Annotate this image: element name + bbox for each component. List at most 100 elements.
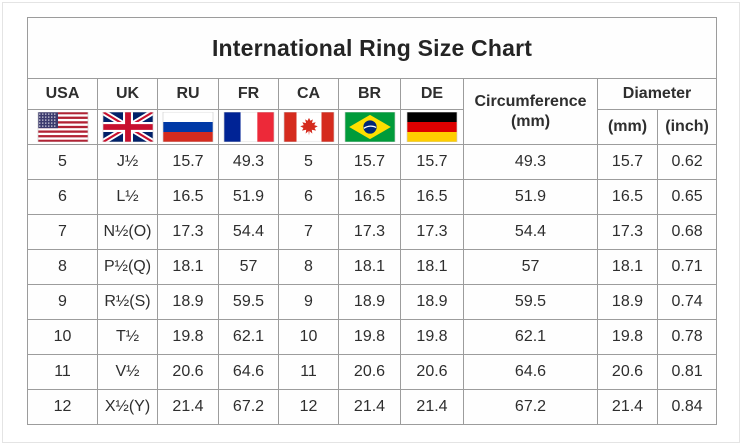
cell-diameter-inch: 0.65 xyxy=(656,179,718,215)
cell-circumference: 67.2 xyxy=(463,389,598,425)
cell-diameter-mm: 17.3 xyxy=(597,214,658,250)
cell-de: 17.3 xyxy=(400,214,464,250)
cell-br: 15.7 xyxy=(338,144,401,180)
cell-ru: 20.6 xyxy=(157,354,219,390)
cell-fr: 59.5 xyxy=(218,284,279,320)
ca-flag-icon xyxy=(283,112,334,142)
cell-br: 18.1 xyxy=(338,249,401,285)
cell-uk: X½(Y) xyxy=(97,389,158,425)
cell-br: 19.8 xyxy=(338,319,401,355)
cell-de: 20.6 xyxy=(400,354,464,390)
header-row: USA UK RU FR CA BR DE Circumference (mm)… xyxy=(27,78,718,145)
cell-fr: 62.1 xyxy=(218,319,279,355)
cell-ru: 21.4 xyxy=(157,389,219,425)
cell-ca: 5 xyxy=(278,144,339,180)
cell-ru: 17.3 xyxy=(157,214,219,250)
cell-uk: V½ xyxy=(97,354,158,390)
cell-diameter-mm: 18.9 xyxy=(597,284,658,320)
cell-br: 16.5 xyxy=(338,179,401,215)
uk-flag-icon xyxy=(100,112,155,142)
col-header-ru: RU xyxy=(157,78,219,110)
cell-diameter-inch: 0.68 xyxy=(656,214,718,250)
cell-ru: 16.5 xyxy=(157,179,219,215)
cell-diameter-inch: 0.84 xyxy=(656,389,718,425)
col-header-uk: UK xyxy=(97,78,158,110)
cell-uk: R½(S) xyxy=(97,284,158,320)
cell-diameter-inch: 0.78 xyxy=(656,319,718,355)
table-row: 9 R½(S) 18.9 59.5 9 18.9 18.9 59.5 18.9 0.74 xyxy=(27,284,718,320)
col-header-diameter-mm: (mm) xyxy=(597,109,658,145)
flag-row: (mm) (inch) xyxy=(27,109,718,145)
cell-ca: 10 xyxy=(278,319,339,355)
cell-fr: 64.6 xyxy=(218,354,279,390)
cell-circumference: 64.6 xyxy=(463,354,598,390)
cell-diameter-inch: 0.71 xyxy=(656,249,718,285)
ring-size-chart-table: International Ring Size Chart USA UK RU … xyxy=(26,17,718,425)
col-header-circumference: Circumference (mm) xyxy=(463,78,598,145)
flag-cell-fr xyxy=(218,109,279,145)
circumference-unit: (mm) xyxy=(510,112,551,130)
cell-usa: 7 xyxy=(27,214,98,250)
br-flag-icon xyxy=(344,112,395,142)
cell-diameter-mm: 20.6 xyxy=(597,354,658,390)
table-row: 6 L½ 16.5 51.9 6 16.5 16.5 51.9 16.5 0.65 xyxy=(27,179,718,215)
cell-diameter-mm: 16.5 xyxy=(597,179,658,215)
col-header-usa: USA xyxy=(27,78,98,110)
cell-usa: 6 xyxy=(27,179,98,215)
flag-cell-uk xyxy=(97,109,158,145)
cell-ca: 6 xyxy=(278,179,339,215)
table-row: 12 X½(Y) 21.4 67.2 12 21.4 21.4 67.2 21.4 0.84 xyxy=(27,389,718,425)
cell-usa: 12 xyxy=(27,389,98,425)
cell-diameter-inch: 0.81 xyxy=(656,354,718,390)
cell-ru: 19.8 xyxy=(157,319,219,355)
cell-de: 18.1 xyxy=(400,249,464,285)
page-title: International Ring Size Chart xyxy=(26,17,718,79)
title-row: International Ring Size Chart xyxy=(26,17,718,79)
cell-diameter-inch: 0.62 xyxy=(656,144,718,180)
table-row: 5 J½ 15.7 49.3 5 15.7 15.7 49.3 15.7 0.62 xyxy=(27,144,718,180)
cell-ca: 12 xyxy=(278,389,339,425)
cell-br: 20.6 xyxy=(338,354,401,390)
cell-circumference: 62.1 xyxy=(463,319,598,355)
cell-de: 21.4 xyxy=(400,389,464,425)
cell-fr: 49.3 xyxy=(218,144,279,180)
cell-usa: 10 xyxy=(27,319,98,355)
cell-diameter-inch: 0.74 xyxy=(656,284,718,320)
cell-ru: 15.7 xyxy=(157,144,219,180)
table-row: 8 P½(Q) 18.1 57 8 18.1 18.1 57 18.1 0.71 xyxy=(27,249,718,285)
cell-fr: 67.2 xyxy=(218,389,279,425)
cell-uk: T½ xyxy=(97,319,158,355)
cell-usa: 9 xyxy=(27,284,98,320)
table-row: 10 T½ 19.8 62.1 10 19.8 19.8 62.1 19.8 0.78 xyxy=(27,319,718,355)
cell-usa: 8 xyxy=(27,249,98,285)
cell-diameter-mm: 18.1 xyxy=(597,249,658,285)
cell-circumference: 57 xyxy=(463,249,598,285)
cell-de: 16.5 xyxy=(400,179,464,215)
cell-fr: 54.4 xyxy=(218,214,279,250)
cell-br: 18.9 xyxy=(338,284,401,320)
flag-cell-ca xyxy=(278,109,339,145)
table-row: 11 V½ 20.6 64.6 11 20.6 20.6 64.6 20.6 0.81 xyxy=(27,354,718,390)
cell-circumference: 59.5 xyxy=(463,284,598,320)
cell-uk: J½ xyxy=(97,144,158,180)
col-header-br: BR xyxy=(338,78,401,110)
cell-circumference: 51.9 xyxy=(463,179,598,215)
cell-uk: N½(O) xyxy=(97,214,158,250)
usa-flag-icon xyxy=(37,112,88,142)
cell-diameter-mm: 21.4 xyxy=(597,389,658,425)
cell-ru: 18.9 xyxy=(157,284,219,320)
cell-de: 19.8 xyxy=(400,319,464,355)
ru-flag-icon xyxy=(162,112,214,142)
flag-cell-ru xyxy=(157,109,219,145)
cell-diameter-mm: 15.7 xyxy=(597,144,658,180)
flag-cell-usa xyxy=(27,109,98,145)
cell-circumference: 49.3 xyxy=(463,144,598,180)
cell-ca: 7 xyxy=(278,214,339,250)
col-header-fr: FR xyxy=(218,78,279,110)
flag-cell-br xyxy=(338,109,401,145)
col-header-ca: CA xyxy=(278,78,339,110)
cell-ca: 11 xyxy=(278,354,339,390)
fr-flag-icon xyxy=(223,112,274,142)
col-header-diameter-inch: (inch) xyxy=(656,109,718,145)
col-header-diameter: Diameter xyxy=(596,78,718,110)
